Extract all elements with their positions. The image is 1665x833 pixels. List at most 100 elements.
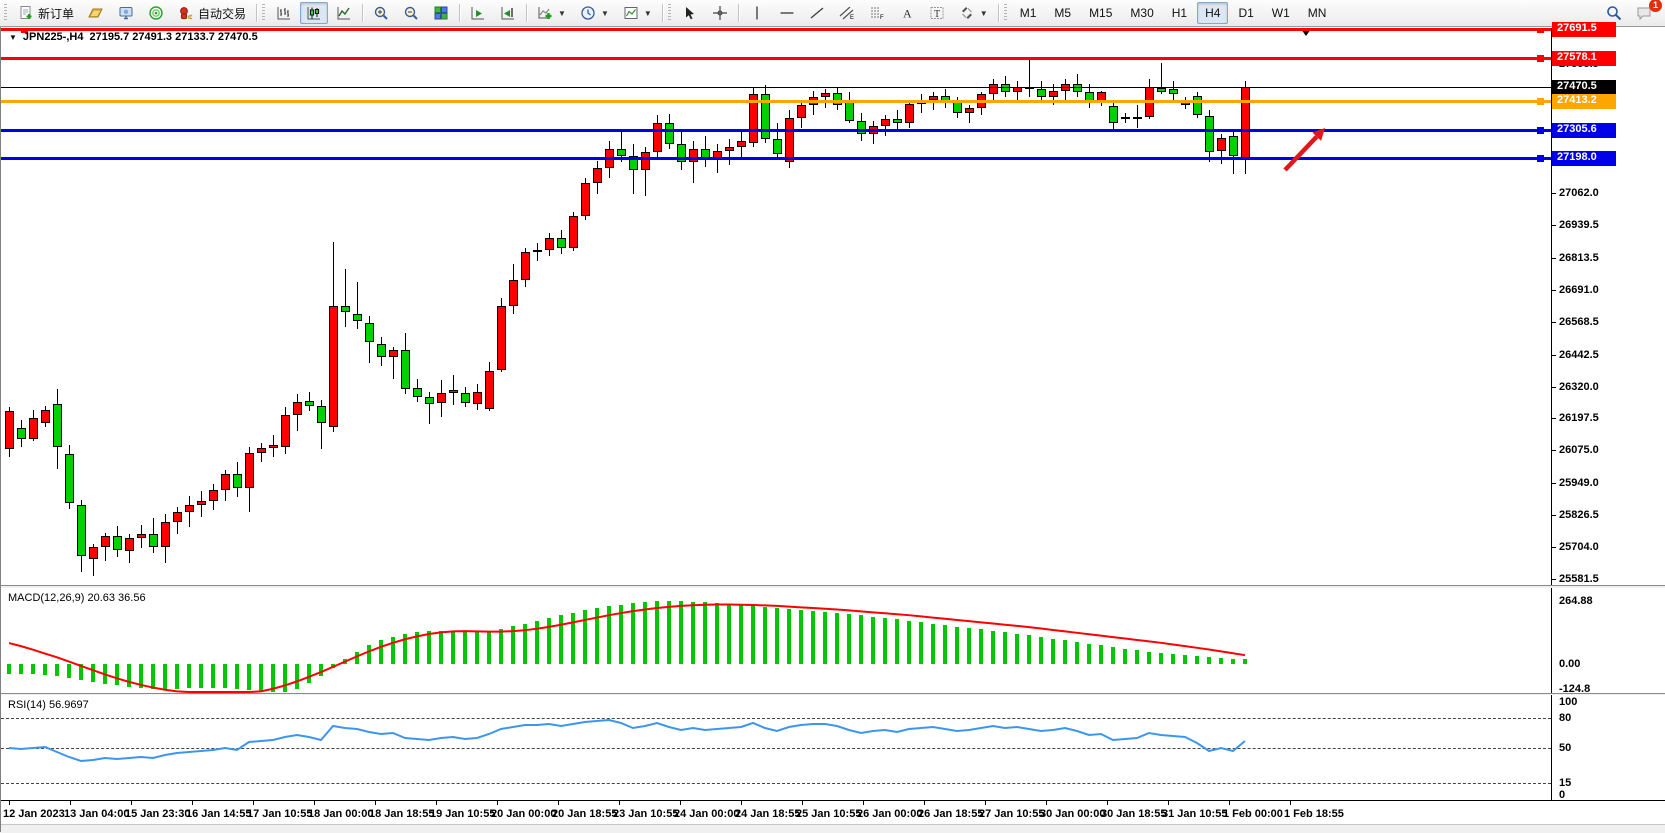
level-handle[interactable] (1537, 154, 1544, 162)
pane-separator[interactable] (1, 693, 1665, 696)
macd-axis[interactable]: 264.88 0.00 -124.8 (1551, 588, 1665, 695)
toolbar-grip[interactable] (4, 4, 7, 22)
horizontal-level-line[interactable] (1, 156, 1551, 160)
rsi-pane[interactable]: RSI(14) 56.9697 (1, 695, 1551, 801)
macd-histogram-bar (823, 611, 827, 664)
horizontal-line-button[interactable] (773, 2, 801, 24)
auto-scroll-button[interactable] (464, 2, 492, 24)
macd-pane[interactable]: MACD(12,26,9) 20.63 36.56 (1, 588, 1551, 694)
timeframe-button-w1[interactable]: W1 (1264, 2, 1298, 24)
toolbar-grip[interactable] (1003, 4, 1007, 22)
candle (341, 305, 350, 313)
bar-chart-button[interactable] (270, 2, 298, 24)
symbol-dropdown-icon[interactable]: ▼ (9, 32, 17, 42)
candle (53, 403, 62, 447)
macd-histogram-bar (703, 602, 707, 664)
candle (41, 410, 50, 424)
new-order-button[interactable]: 新订单 (12, 2, 80, 24)
level-handle[interactable] (1537, 126, 1544, 134)
candle-wick (645, 146, 646, 197)
arrows-button[interactable]: ▼ (953, 2, 994, 24)
candle (101, 536, 110, 547)
candle (785, 117, 794, 163)
toolbar-grip[interactable] (667, 4, 671, 22)
candle (1121, 116, 1130, 120)
macd-histogram-bar (1039, 636, 1043, 664)
horizontal-level-line[interactable] (1, 100, 1551, 104)
templates-button[interactable]: ▼ (617, 2, 658, 24)
candle (569, 215, 578, 249)
candle-wick (1161, 63, 1162, 95)
zoom-in-button[interactable] (367, 2, 395, 24)
auto-trading-button[interactable]: 自动交易 (172, 2, 252, 24)
timeframe-button-h1[interactable]: H1 (1164, 2, 1195, 24)
cursor-button[interactable] (676, 2, 704, 24)
arrows-icon (961, 7, 972, 19)
gold-ingot-button[interactable] (82, 2, 110, 24)
time-label: 19 Jan 10:55 (430, 808, 496, 820)
terminal-button[interactable] (112, 2, 140, 24)
timeframe-button-m30[interactable]: M30 (1122, 2, 1161, 24)
price-axis[interactable]: 27678.027555.527433.027310.527184.527062… (1551, 21, 1665, 585)
macd-histogram-bar (1111, 646, 1115, 664)
timeframe-group: M1 M5 M15 M30 H1 H4 D1 W1 MN (1011, 2, 1336, 24)
candle (89, 546, 98, 559)
timeframe-button-h4[interactable]: H4 (1197, 2, 1229, 24)
vertical-line-button[interactable] (743, 2, 771, 24)
timeframe-button-m1[interactable]: M1 (1012, 2, 1045, 24)
candle-wick (969, 104, 970, 124)
equidistant-channel-button[interactable]: E (833, 2, 861, 24)
macd-histogram-bar (367, 644, 371, 664)
periods-button[interactable]: ▼ (574, 2, 615, 24)
timeframe-button-m5[interactable]: M5 (1046, 2, 1079, 24)
text-label-button[interactable]: T (923, 2, 951, 24)
horizontal-level-line[interactable] (1, 57, 1551, 61)
text-button[interactable]: A (893, 2, 921, 24)
symbol-label: ▼ JPN225-,H4 27195.7 27491.3 27133.7 274… (9, 31, 258, 43)
candle (821, 93, 830, 98)
crosshair-button[interactable] (706, 2, 734, 24)
price-tick (1552, 483, 1556, 485)
candlestick-chart-button[interactable] (300, 2, 329, 24)
search-button[interactable] (1600, 2, 1628, 24)
macd-histogram-bar (223, 664, 227, 688)
chart-shift-button[interactable] (494, 2, 522, 24)
signal-service-button[interactable] (142, 2, 170, 24)
candle (413, 387, 422, 397)
candle (29, 417, 38, 439)
macd-histogram-bar (619, 604, 623, 664)
fibonacci-button[interactable]: F (863, 2, 891, 24)
horizontal-level-line[interactable] (1, 28, 1551, 31)
candle (173, 511, 182, 523)
zoom-out-button[interactable] (397, 2, 425, 24)
level-handle[interactable] (1537, 98, 1544, 106)
price-tick-label: 26568.5 (1559, 315, 1599, 328)
main-chart[interactable]: ▼ JPN225-,H4 27195.7 27491.3 27133.7 274… (1, 28, 1551, 586)
macd-histogram-bar (955, 626, 959, 664)
toolbar-separator (362, 4, 364, 22)
indicators-button[interactable]: ▼ (531, 2, 572, 24)
toolbar-grip[interactable] (262, 4, 266, 22)
trendline-button[interactable] (803, 2, 831, 24)
notifications-button[interactable]: 1 (1630, 0, 1662, 24)
symbol-title: JPN225-,H4 (22, 31, 84, 43)
tile-windows-button[interactable] (427, 2, 455, 24)
line-chart-button[interactable] (330, 2, 358, 24)
rsi-axis[interactable]: 100 80 50 15 0 (1551, 695, 1665, 801)
pane-separator[interactable] (1, 585, 1665, 589)
annotation-arrow[interactable] (1, 28, 1551, 585)
candle (257, 447, 266, 454)
timeframe-button-m15[interactable]: M15 (1081, 2, 1120, 24)
time-axis[interactable]: 12 Jan 2023 13 Jan 04:00 15 Jan 23:30 16 Ja… (1, 800, 1665, 825)
horizontal-level-line[interactable] (1, 128, 1551, 132)
timeframe-button-mn[interactable]: MN (1300, 2, 1335, 24)
level-handle[interactable] (21, 28, 28, 33)
chart-shift-marker[interactable] (1301, 29, 1311, 36)
candle-wick (729, 138, 730, 165)
time-tick (1290, 801, 1291, 805)
level-handle[interactable] (1537, 55, 1544, 63)
level-handle[interactable] (1537, 28, 1544, 33)
price-tick (1552, 515, 1556, 517)
timeframe-button-d1[interactable]: D1 (1230, 2, 1261, 24)
candle (329, 305, 338, 427)
